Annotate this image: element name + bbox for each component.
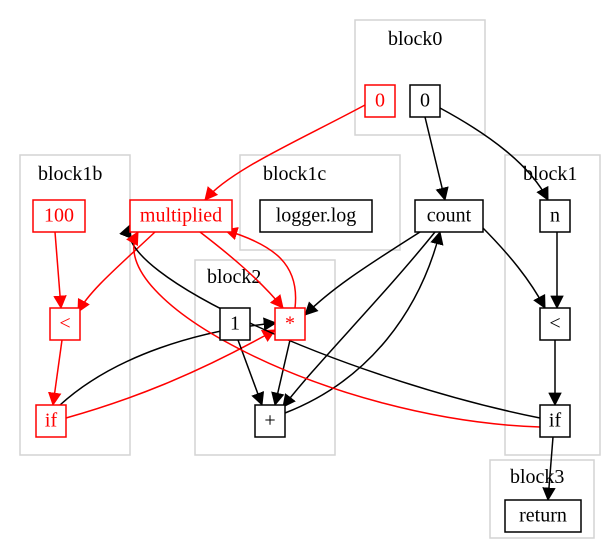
diagram-canvas: block0block1bblock1cblock1block2block3 0…: [0, 0, 607, 546]
node-label-count: count: [427, 205, 472, 227]
edge-count-to-star: [305, 232, 420, 315]
block-label-block3: block3: [510, 466, 564, 488]
edge-star-to-plus: [275, 340, 290, 405]
node-label-plus: +: [264, 410, 275, 432]
node-label-multiplied: multiplied: [140, 205, 222, 227]
node-label-one: 1: [230, 313, 240, 335]
edge-count-to-plus: [283, 232, 435, 407]
node-label-zero_red: 0: [375, 90, 385, 112]
node-label-if_black: if: [549, 410, 562, 432]
edge-zero_black-to-n: [440, 108, 548, 200]
node-label-return: return: [519, 505, 567, 527]
block-label-block1c: block1c: [263, 163, 326, 185]
node-label-hundred: 100: [44, 205, 74, 227]
block-label-block1: block1: [523, 163, 577, 185]
edge-hundred-to-lt_red: [55, 232, 61, 308]
edge-multiplied-to-lt_red: [78, 232, 155, 312]
node-label-lt_red: <: [59, 313, 70, 335]
edge-zero_red-to-multiplied: [205, 105, 365, 200]
node-label-if_red: if: [45, 410, 58, 432]
edge-count-to-lt_black: [480, 225, 545, 308]
block-label-block1b: block1b: [38, 163, 102, 185]
edge-if_red-to-star: [66, 330, 275, 418]
node-label-loggerlog: logger.log: [276, 205, 357, 227]
block-label-block0: block0: [388, 28, 442, 50]
edge-zero_black-to-count: [425, 117, 445, 200]
node-label-n: n: [550, 205, 560, 227]
node-label-lt_black: <: [549, 313, 560, 335]
node-label-zero_black: 0: [420, 90, 430, 112]
node-label-star: *: [285, 313, 295, 335]
edge-lt_red-to-if_red: [53, 340, 62, 405]
